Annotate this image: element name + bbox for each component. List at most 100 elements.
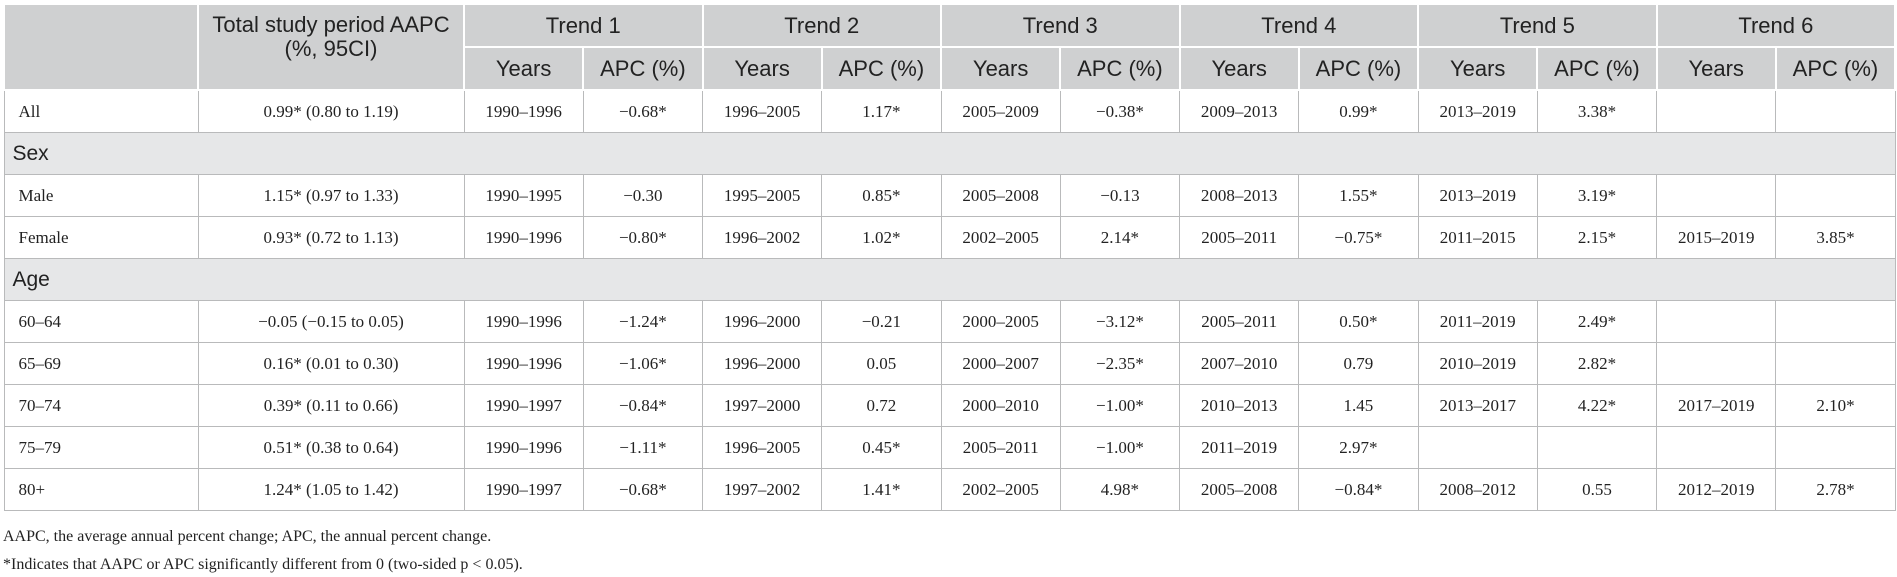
apc-cell: 0.85*: [821, 174, 942, 217]
apc-cell: −0.75*: [1298, 216, 1419, 259]
years-cell: 2010–2013: [1179, 384, 1300, 427]
header-row: Total study period AAPC (%, 95CI) Trend 1…: [3, 3, 1897, 91]
apc-cell: 2.97*: [1298, 426, 1419, 469]
row-label: Male: [3, 174, 199, 217]
section-row: Sex: [3, 132, 1896, 175]
years-cell: 2011–2015: [1417, 216, 1538, 259]
apc-cell: 0.72: [821, 384, 942, 427]
subheader-cell: Years: [1655, 46, 1777, 91]
aapc-cell: 0.99* (0.80 to 1.19): [197, 89, 465, 133]
aapc-cell: 0.93* (0.72 to 1.13): [197, 216, 465, 259]
years-cell: 1997–2000: [702, 384, 823, 427]
years-cell: 1990–1996: [463, 300, 584, 343]
header-cell: Trend 1: [463, 3, 704, 48]
table-header: Total study period AAPC (%, 95CI) Trend 1…: [3, 3, 1897, 91]
apc-cell: 1.17*: [821, 89, 942, 133]
years-cell: 2002–2005: [940, 216, 1061, 259]
apc-cell: 4.22*: [1536, 384, 1658, 427]
years-cell: 1990–1996: [463, 216, 584, 259]
apc-cell: −3.12*: [1059, 300, 1181, 343]
apc-cell: −1.06*: [582, 342, 704, 385]
years-cell: 1990–1997: [463, 384, 584, 427]
years-cell: 1990–1996: [463, 426, 584, 469]
aapc-cell: 0.39* (0.11 to 0.66): [197, 384, 465, 427]
subheader-cell: Years: [462, 46, 585, 91]
apc-cell: −0.38*: [1059, 89, 1181, 133]
years-cell: 2005–2009: [940, 89, 1061, 133]
empty-cell: [1775, 300, 1896, 343]
data-row: Male 1.15* (0.97 to 1.33) 1990–1995 −0.30 19…: [3, 174, 1896, 217]
apc-cell: −0.30: [582, 174, 704, 217]
row-label: Female: [3, 216, 199, 259]
empty-cell: [1775, 426, 1896, 469]
header-cell: Trend 3: [940, 3, 1181, 48]
empty-cell: [1656, 89, 1777, 133]
empty-cell: [1656, 342, 1777, 385]
years-cell: 2000–2010: [940, 384, 1061, 427]
years-cell: 2005–2011: [1179, 216, 1300, 259]
empty-cell: [1775, 89, 1896, 133]
apc-cell: 0.50*: [1298, 300, 1419, 343]
apc-cell: 2.15*: [1536, 216, 1658, 259]
apc-cell: 0.55: [1536, 468, 1658, 511]
apc-cell: −0.84*: [1298, 468, 1419, 511]
years-cell: 1995–2005: [702, 174, 823, 217]
years-cell: 2000–2007: [940, 342, 1061, 385]
apc-cell: −0.84*: [582, 384, 704, 427]
apc-cell: 0.05: [821, 342, 942, 385]
years-cell: 1990–1996: [463, 89, 584, 133]
empty-cell: [1417, 426, 1538, 469]
aapc-cell: −0.05 (−0.15 to 0.05): [197, 300, 465, 343]
header-cell: Trend 5: [1417, 3, 1658, 48]
row-label: 75–79: [3, 426, 199, 469]
years-cell: 2005–2011: [1179, 300, 1300, 343]
years-cell: 2012–2019: [1656, 468, 1777, 511]
years-cell: 2000–2005: [940, 300, 1061, 343]
years-cell: 1990–1997: [463, 468, 584, 511]
data-row: Female 0.93* (0.72 to 1.13) 1990–1996 −0.80…: [3, 216, 1896, 259]
table-body: All 0.99* (0.80 to 1.19) 1990–1996 −0.68* 19…: [3, 89, 1896, 511]
apc-cell: 0.79: [1298, 342, 1419, 385]
years-cell: 2005–2011: [940, 426, 1061, 469]
aapc-cell: 1.15* (0.97 to 1.33): [197, 174, 465, 217]
apc-cell: 1.02*: [821, 216, 942, 259]
data-row: All 0.99* (0.80 to 1.19) 1990–1996 −0.68* 19…: [3, 89, 1896, 133]
row-label: 65–69: [3, 342, 199, 385]
years-cell: 1996–2005: [702, 89, 823, 133]
empty-cell: [1536, 426, 1658, 469]
subheader-cell: Years: [1417, 46, 1539, 91]
data-row: 60–64 −0.05 (−0.15 to 0.05) 1990–1996 −1.24…: [3, 300, 1896, 343]
apc-cell: 2.14*: [1059, 216, 1181, 259]
header-cell: Trend 4: [1178, 3, 1420, 48]
apc-cell: 3.85*: [1775, 216, 1896, 259]
years-cell: 2013–2019: [1417, 89, 1538, 133]
header-cell: [3, 3, 199, 91]
years-cell: 2005–2008: [940, 174, 1061, 217]
section-row: Age: [3, 258, 1896, 301]
aapc-cell: 0.51* (0.38 to 0.64): [197, 426, 465, 469]
apc-cell: −1.00*: [1059, 426, 1181, 469]
apc-cell: 1.41*: [821, 468, 942, 511]
years-cell: 1997–2002: [702, 468, 823, 511]
aapc-cell: 0.16* (0.01 to 0.30): [197, 342, 465, 385]
apc-cell: −0.21: [821, 300, 942, 343]
years-cell: 1996–2000: [702, 342, 823, 385]
years-cell: 1990–1995: [463, 174, 584, 217]
years-cell: 2002–2005: [940, 468, 1061, 511]
data-row: 75–79 0.51* (0.38 to 0.64) 1990–1996 −1.11*…: [3, 426, 1896, 469]
apc-cell: 4.98*: [1059, 468, 1181, 511]
years-cell: 2013–2017: [1417, 384, 1538, 427]
data-row: 65–69 0.16* (0.01 to 0.30) 1990–1996 −1.06*…: [3, 342, 1896, 385]
row-label: 80+: [3, 468, 199, 511]
apc-cell: 2.49*: [1536, 300, 1658, 343]
results-table: Total study period AAPC (%, 95CI) Trend 1…: [3, 3, 1897, 511]
data-row: 70–74 0.39* (0.11 to 0.66) 1990–1997 −0.84*…: [3, 384, 1896, 427]
apc-cell: −0.13: [1059, 174, 1181, 217]
subheader-cell: Years: [940, 46, 1062, 91]
header-cell: Trend 2: [701, 3, 943, 48]
apc-cell: −0.68*: [582, 468, 704, 511]
row-label: 70–74: [3, 384, 199, 427]
header-cell: Trend 6: [1655, 3, 1897, 48]
years-cell: 2017–2019: [1656, 384, 1777, 427]
